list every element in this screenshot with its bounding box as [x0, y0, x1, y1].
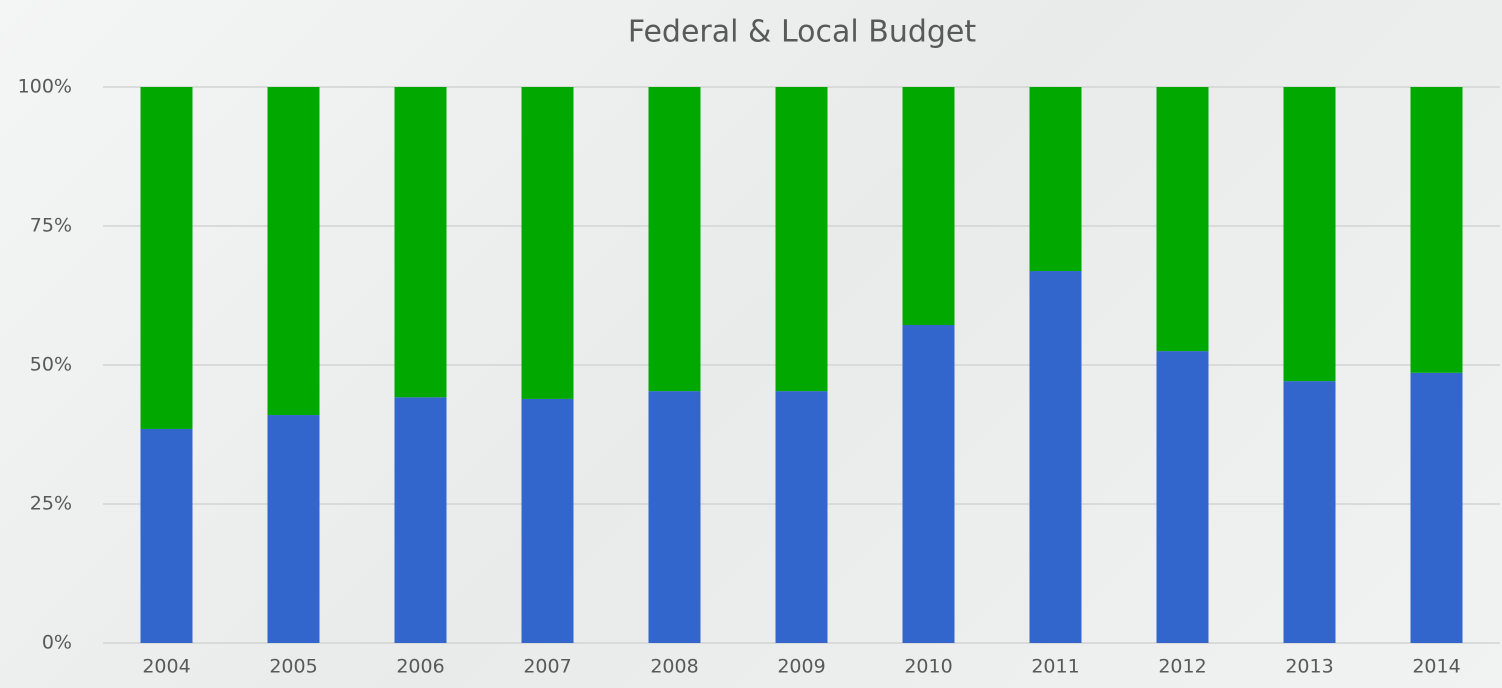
bar-segment: [140, 87, 193, 429]
x-tick-label: 2014: [1412, 656, 1460, 678]
x-tick-label: 2011: [1031, 656, 1079, 678]
bar-segment: [1283, 381, 1336, 643]
bar-segment: [1156, 87, 1209, 352]
bar-segment: [775, 87, 828, 392]
y-tick-label: 0%: [42, 632, 72, 654]
bar-segment: [1410, 87, 1463, 373]
x-tick-label: 2013: [1285, 656, 1333, 678]
y-tick-label: 50%: [30, 354, 72, 376]
x-tick-label: 2007: [523, 656, 571, 678]
chart-title: Federal & Local Budget: [628, 15, 977, 50]
bar-segment: [521, 87, 574, 399]
bar-segment: [1029, 87, 1082, 272]
y-tick-label: 75%: [30, 215, 72, 237]
x-tick-label: 2012: [1158, 656, 1206, 678]
bar-segment: [267, 87, 320, 416]
x-tick-label: 2004: [142, 656, 190, 678]
x-tick-label: 2006: [396, 656, 444, 678]
x-tick-label: 2010: [904, 656, 952, 678]
y-tick-label: 25%: [30, 493, 72, 515]
bar-segment: [140, 428, 193, 643]
bar-segment: [648, 391, 701, 643]
bar-segment: [1029, 271, 1082, 643]
bar-segment: [394, 397, 447, 643]
bar-segment: [394, 87, 447, 398]
bar-segment: [1410, 372, 1463, 643]
bar-segment: [1156, 351, 1209, 643]
bar-segment: [521, 398, 574, 643]
x-tick-label: 2008: [650, 656, 698, 678]
bar-segment: [775, 391, 828, 643]
x-tick-label: 2009: [777, 656, 825, 678]
x-tick-label: 2005: [269, 656, 317, 678]
bar-segment: [267, 415, 320, 643]
y-tick-label: 100%: [18, 76, 72, 98]
bar-segment: [902, 324, 955, 643]
bar-segment: [902, 87, 955, 325]
bar-segment: [1283, 87, 1336, 382]
bar-segment: [648, 87, 701, 392]
